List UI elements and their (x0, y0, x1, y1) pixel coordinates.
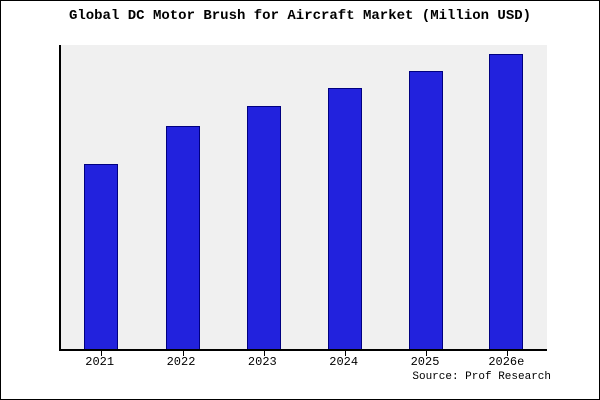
x-tick-label-2023: 2023 (247, 355, 277, 369)
bar-2026e (489, 53, 524, 349)
bar-2025 (408, 71, 443, 349)
x-axis-tick-2025 (425, 351, 427, 356)
x-axis-tick-2021 (101, 351, 103, 356)
x-tick-label-2022: 2022 (166, 355, 196, 369)
plot-area (59, 45, 547, 356)
chart-title: Global DC Motor Brush for Aircraft Marke… (68, 8, 532, 24)
x-tick-label-2026e: 2026e (488, 355, 525, 369)
bar-2022 (165, 126, 200, 349)
x-axis-tick-2024 (344, 351, 346, 356)
x-tick-label-2024: 2024 (329, 355, 359, 369)
bar-2023 (246, 105, 281, 349)
x-tick-label-2021: 2021 (85, 355, 115, 369)
x-axis-tick-2026e (506, 351, 508, 356)
x-tick-labels: 2021 2022 2023 2024 2025 2026e (59, 355, 547, 371)
source-note: Source: Prof Research (412, 371, 551, 383)
x-tick-label-2025: 2025 (410, 355, 440, 369)
x-axis-tick-2022 (182, 351, 184, 356)
x-axis-tick-2023 (263, 351, 265, 356)
bar-2024 (327, 88, 362, 349)
bar-2021 (84, 163, 119, 349)
